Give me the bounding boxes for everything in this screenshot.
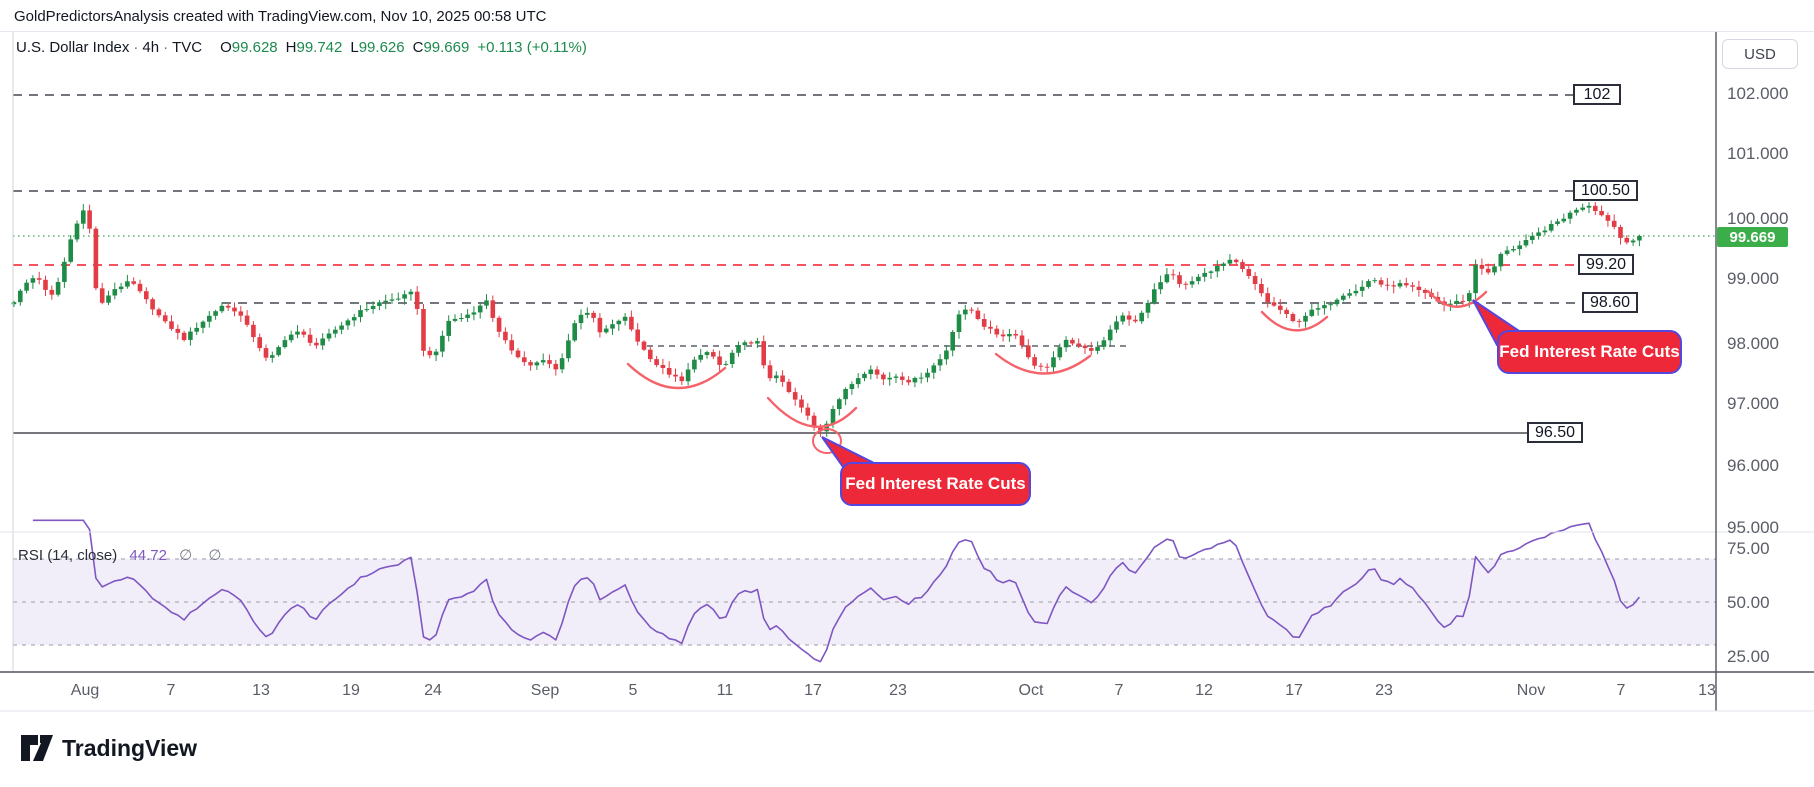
tradingview-logo-text: TradingView xyxy=(62,734,198,761)
rsi-extra-symbols: ∅ ∅ xyxy=(179,547,228,564)
candle-series xyxy=(11,202,1642,437)
rsi-axis-tick[interactable]: 50.00 xyxy=(1727,593,1770,612)
time-axis-tick[interactable]: Nov xyxy=(1516,682,1546,699)
time-axis-tick[interactable]: 12 xyxy=(1195,682,1213,699)
time-axis-tick[interactable]: 23 xyxy=(889,682,907,699)
time-axis-tick[interactable]: 5 xyxy=(628,682,638,699)
rsi-line xyxy=(32,519,1641,663)
time-axis-tick[interactable]: Sep xyxy=(530,682,560,699)
fed-rate-cuts-callout[interactable]: Fed Interest Rate Cuts xyxy=(1497,330,1682,374)
low-highlight-circle xyxy=(812,428,842,454)
ohlc-key: O xyxy=(220,39,232,56)
ohlc-key: C xyxy=(412,39,424,56)
price-axis-tick[interactable]: 98.000 xyxy=(1727,334,1779,353)
time-axis-tick[interactable]: Oct xyxy=(1018,682,1044,699)
ohlc-values: O99.628 H99.742 L99.626 C99.669 xyxy=(212,39,469,56)
rsi-legend[interactable]: RSI (14, close) 44.72 ∅ ∅ xyxy=(18,546,227,564)
rounding-arc xyxy=(994,352,1092,375)
rounding-arc xyxy=(1426,289,1488,308)
ohlc-value: 99.626 xyxy=(358,39,405,56)
tradingview-logo-icon xyxy=(21,735,53,761)
attribution-text: GoldPredictorsAnalysis created with Trad… xyxy=(14,8,547,25)
legend-separator: · xyxy=(163,39,169,56)
rsi-title[interactable]: RSI xyxy=(18,547,44,564)
symbol-exchange[interactable]: TVC xyxy=(172,39,203,56)
price-level-label[interactable]: 99.20 xyxy=(1578,254,1635,275)
ohlc-key: L xyxy=(350,39,359,56)
ohlc-value: 99.742 xyxy=(296,39,343,56)
fed-rate-cuts-callout[interactable]: Fed Interest Rate Cuts xyxy=(840,462,1031,506)
rounding-arc xyxy=(766,396,858,428)
rounding-arc xyxy=(1260,310,1329,332)
ohlc-value: 99.628 xyxy=(231,39,278,56)
time-axis-tick[interactable]: 7 xyxy=(166,682,176,699)
price-level-label[interactable]: 98.60 xyxy=(1582,292,1639,313)
price-axis-tick[interactable]: 99.000 xyxy=(1727,269,1779,288)
header-bar: GoldPredictorsAnalysis created with Trad… xyxy=(0,0,1814,32)
currency-button[interactable]: USD xyxy=(1722,39,1798,69)
rsi-axis-tick[interactable]: 25.00 xyxy=(1727,647,1770,666)
symbol-title[interactable]: U.S. Dollar Index xyxy=(16,39,130,56)
time-axis-tick[interactable]: 17 xyxy=(1285,682,1303,699)
time-axis-tick[interactable]: Aug xyxy=(70,682,100,699)
time-axis-tick[interactable]: 11 xyxy=(716,682,734,699)
time-axis-tick[interactable]: 13 xyxy=(252,682,270,699)
price-axis-tick[interactable]: 96.000 xyxy=(1727,456,1779,475)
rsi-band xyxy=(13,559,1716,645)
symbol-legend[interactable]: U.S. Dollar Index · 4h · TVC O99.628 H99.742 L9… xyxy=(16,39,587,56)
price-level-label[interactable]: 96.50 xyxy=(1527,422,1584,443)
rsi-axis-tick[interactable]: 75.00 xyxy=(1727,539,1770,558)
price-level-label[interactable]: 102 xyxy=(1573,84,1621,105)
price-axis-tick[interactable]: 101.000 xyxy=(1727,144,1789,163)
price-axis-tick[interactable]: 95.000 xyxy=(1727,518,1779,537)
price-axis-tick[interactable]: 102.000 xyxy=(1727,84,1789,103)
time-axis-tick[interactable]: 17 xyxy=(804,682,822,699)
rsi-value: 44.72 xyxy=(129,547,167,564)
tradingview-logo[interactable]: TradingView xyxy=(20,733,197,763)
time-axis-tick[interactable]: 23 xyxy=(1375,682,1393,699)
time-axis-tick[interactable]: 19 xyxy=(342,682,360,699)
price-axis-tick[interactable]: 97.000 xyxy=(1727,394,1779,413)
time-axis-tick[interactable]: 24 xyxy=(424,682,442,699)
ohlc-value: 99.669 xyxy=(423,39,470,56)
legend-separator: · xyxy=(133,39,139,56)
ohlc-key: H xyxy=(285,39,297,56)
time-axis-tick[interactable]: 7 xyxy=(1114,682,1124,699)
time-axis-tick[interactable]: 7 xyxy=(1616,682,1626,699)
time-axis-tick[interactable]: 13 xyxy=(1698,682,1716,699)
last-price-badge: 99.669 xyxy=(1717,227,1788,247)
price-level-label[interactable]: 100.50 xyxy=(1573,180,1638,201)
change-value: +0.113 (+0.11%) xyxy=(477,39,587,56)
symbol-timeframe[interactable]: 4h xyxy=(142,39,160,56)
rsi-params: (14, close) xyxy=(47,547,118,564)
rounding-arc xyxy=(626,362,727,390)
price-axis-tick[interactable]: 100.000 xyxy=(1727,209,1789,228)
